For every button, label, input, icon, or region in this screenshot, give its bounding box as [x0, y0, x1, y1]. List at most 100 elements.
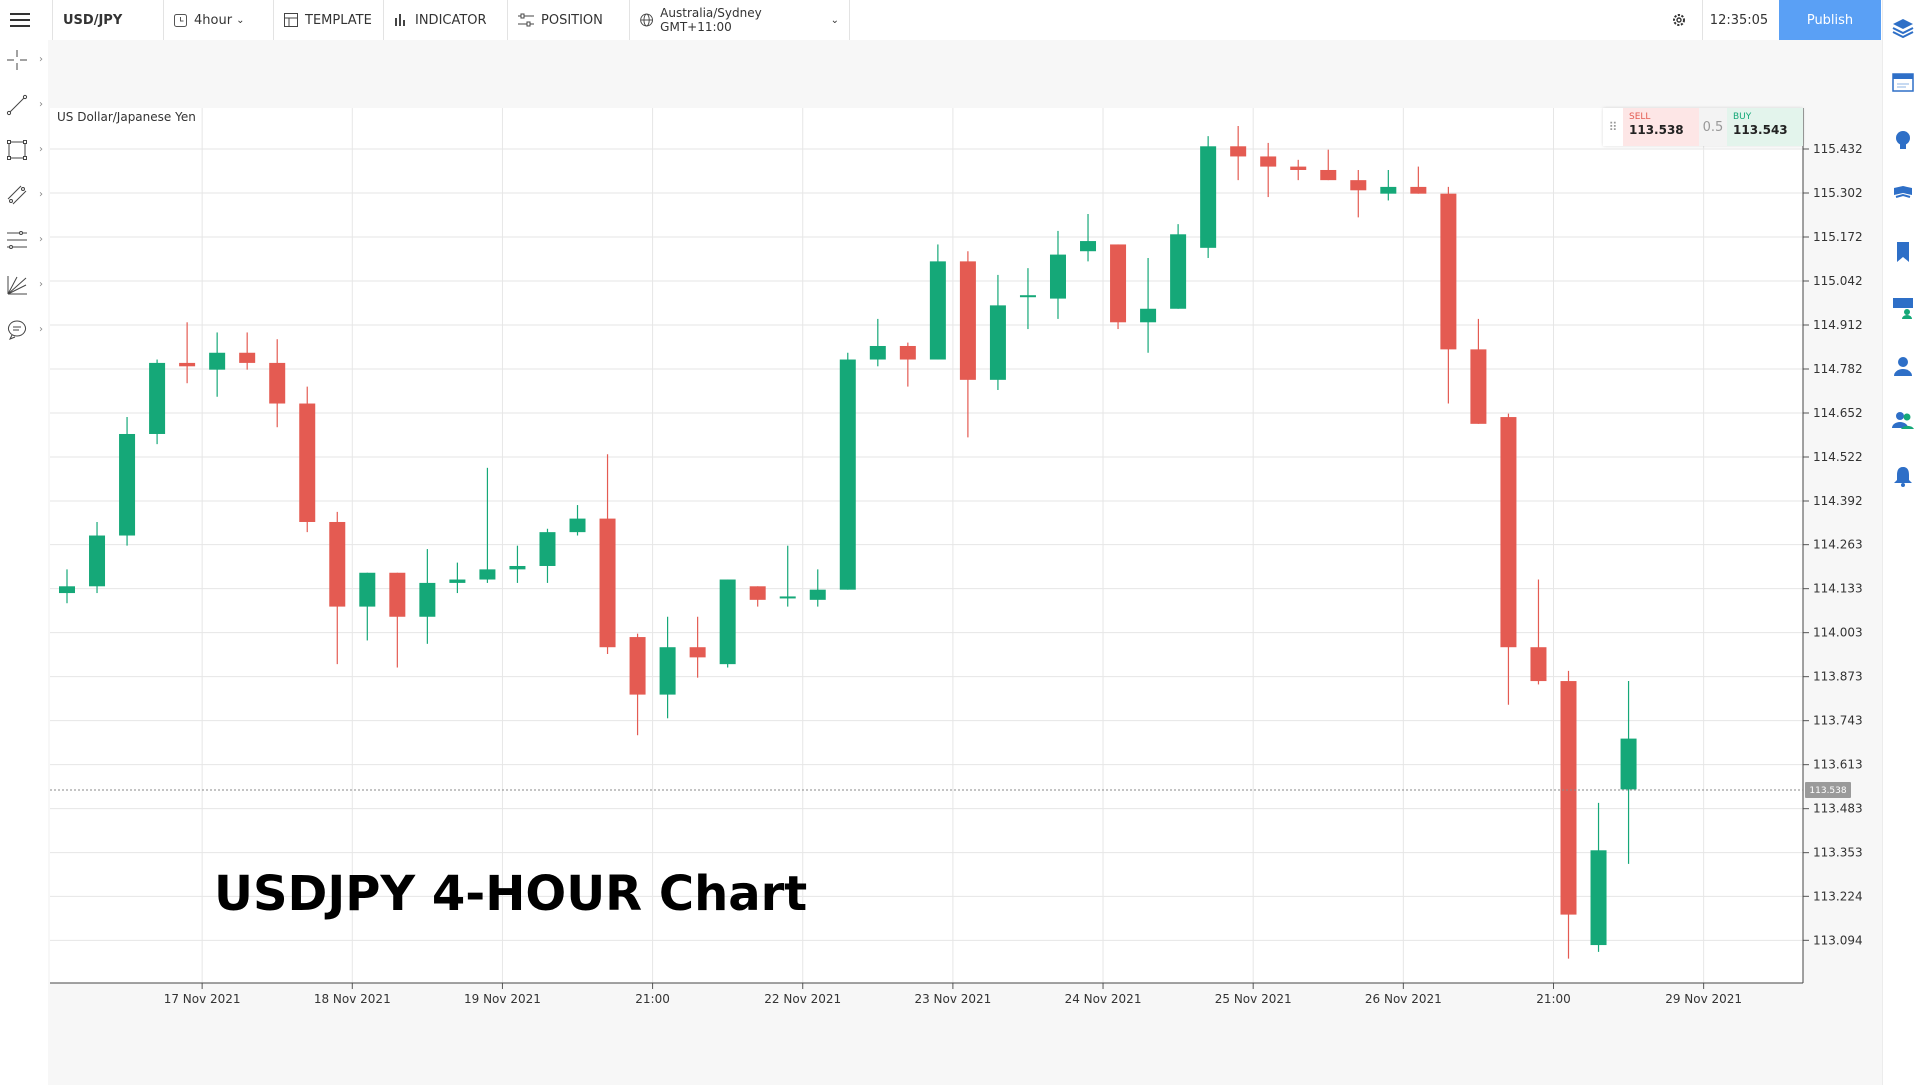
template-icon: [284, 13, 298, 27]
y-tick-label: 114.652: [1813, 406, 1863, 420]
sell-label: SELL: [1629, 112, 1651, 122]
position-icon: [518, 13, 534, 27]
bookmark-button[interactable]: [1892, 241, 1914, 263]
sell-price: 113.538: [1629, 123, 1684, 137]
alerts-button[interactable]: [1892, 465, 1914, 487]
y-tick-label: 113.483: [1813, 802, 1863, 816]
screen-user-button[interactable]: [1892, 297, 1914, 319]
y-tick-label: 115.042: [1813, 274, 1863, 288]
buy-price: 113.543: [1733, 123, 1788, 137]
interval-selector[interactable]: 4hour ⌄: [164, 0, 274, 40]
indicator-button[interactable]: INDICATOR: [384, 0, 508, 40]
user-button[interactable]: [1892, 355, 1914, 377]
candle-up: [989, 305, 1006, 380]
rectangle-tool[interactable]: ›: [6, 135, 43, 165]
bell-icon: [1894, 467, 1912, 487]
candle-up: [89, 535, 106, 587]
sell-button[interactable]: SELL 113.538: [1623, 108, 1699, 146]
y-tick-label: 115.302: [1813, 186, 1863, 200]
template-label: TEMPLATE: [305, 12, 372, 28]
template-button[interactable]: TEMPLATE: [274, 0, 384, 40]
gann-fan-icon: [7, 276, 27, 295]
candle-up: [869, 345, 886, 360]
candle-up: [539, 532, 556, 566]
y-tick-label: 114.263: [1813, 538, 1863, 552]
candle-down: [269, 362, 286, 404]
x-tick-label: 26 Nov 2021: [1365, 992, 1442, 1006]
settings-button[interactable]: [1665, 0, 1693, 40]
candle-down: [239, 352, 256, 363]
candlestick-chart[interactable]: 17 Nov 2021 18 Nov 2021 19 Nov 2021 21:00 22…: [48, 40, 1882, 1085]
x-tick-label: 21:00: [1536, 992, 1571, 1006]
candle-down: [1500, 417, 1517, 648]
candle-up: [659, 647, 676, 695]
candle-up: [569, 518, 586, 533]
chart-symbol-title: US Dollar/Japanese Yen: [57, 110, 196, 124]
candle-up: [59, 586, 75, 594]
y-tick-label: 114.392: [1813, 494, 1863, 508]
candle-up: [1200, 146, 1217, 248]
current-price-tag: [1805, 782, 1851, 799]
candle-up: [1140, 308, 1157, 323]
candle-down: [1320, 169, 1337, 181]
candle-down: [1350, 180, 1367, 191]
timezone-selector[interactable]: Australia/Sydney GMT+11:00 ⌄: [630, 0, 850, 40]
chevron-right-icon: ›: [39, 234, 43, 245]
x-tick-label: 18 Nov 2021: [314, 992, 391, 1006]
drag-handle-icon[interactable]: ⠿: [1608, 120, 1618, 134]
fib-levels-icon: [7, 231, 27, 249]
users-button[interactable]: [1892, 409, 1914, 431]
screen-user-icon: [1893, 298, 1913, 319]
rectangle-icon: [7, 140, 27, 160]
channel-icon: [7, 185, 27, 205]
x-tick-label: 19 Nov 2021: [464, 992, 541, 1006]
chevron-right-icon: ›: [39, 54, 43, 65]
annotation-tool[interactable]: ›: [6, 315, 43, 345]
position-button[interactable]: POSITION: [508, 0, 630, 40]
x-tick-label: 17 Nov 2021: [164, 992, 241, 1006]
chart-area[interactable]: 17 Nov 2021 18 Nov 2021 19 Nov 2021 21:00 22…: [48, 40, 1882, 1085]
current-price-label: 113.538: [1809, 786, 1846, 796]
globe-icon: [640, 13, 653, 27]
flag-icon: [1894, 186, 1912, 198]
candle-up: [509, 565, 526, 570]
calendar-icon: [1892, 73, 1914, 92]
candle-up: [419, 582, 436, 617]
candle-down: [1530, 647, 1547, 682]
candle-up: [1080, 241, 1097, 252]
annotation-icon: [8, 320, 26, 340]
candle-down: [1410, 186, 1427, 194]
buy-button[interactable]: BUY 113.543: [1727, 108, 1803, 146]
spread-value: 0.5: [1699, 108, 1727, 146]
candle-up: [809, 589, 826, 600]
layers-button[interactable]: [1892, 17, 1914, 39]
candle-down: [689, 647, 706, 658]
crosshair-tool[interactable]: ›: [6, 45, 43, 75]
position-label: POSITION: [541, 12, 603, 28]
y-tick-label: 113.873: [1813, 670, 1863, 684]
candle-down: [1560, 681, 1577, 915]
candle-up: [779, 596, 796, 599]
candle-up: [359, 572, 376, 607]
calendar-button[interactable]: [1892, 71, 1914, 93]
candle-up: [719, 579, 736, 665]
publish-button[interactable]: Publish: [1779, 0, 1881, 40]
symbol-selector[interactable]: USD/JPY: [52, 0, 164, 40]
users-icon: [1892, 412, 1914, 429]
interval-label: 4hour: [194, 12, 233, 28]
trend-line-tool[interactable]: ›: [6, 90, 43, 120]
menu-button[interactable]: [0, 0, 40, 40]
fib-levels-tool[interactable]: ›: [6, 225, 43, 255]
ideas-button[interactable]: [1892, 129, 1914, 151]
candle-down: [749, 586, 766, 600]
gann-fan-tool[interactable]: ›: [6, 270, 43, 300]
crosshair-icon: [7, 50, 27, 70]
flag-button[interactable]: [1892, 183, 1914, 205]
x-tick-label: 25 Nov 2021: [1215, 992, 1292, 1006]
candle-down: [389, 572, 406, 617]
indicator-label: INDICATOR: [415, 12, 487, 28]
candle-down: [1290, 166, 1307, 170]
channel-tool[interactable]: ›: [6, 180, 43, 210]
timezone-label: Australia/Sydney GMT+11:00: [660, 6, 762, 34]
chevron-right-icon: ›: [39, 279, 43, 290]
